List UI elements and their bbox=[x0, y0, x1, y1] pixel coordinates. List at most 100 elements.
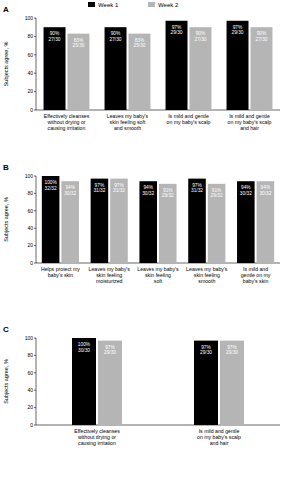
y-tick bbox=[34, 263, 36, 264]
x-tick-label-line: skin feeling soft bbox=[110, 119, 146, 125]
data-label-line: 97% bbox=[172, 25, 182, 30]
bar bbox=[159, 184, 177, 263]
bar bbox=[227, 21, 249, 110]
x-tick-label-line: gentle on my bbox=[241, 272, 271, 278]
panel-title: B bbox=[3, 163, 9, 172]
data-label-line: 27/30 bbox=[49, 37, 61, 42]
y-tick bbox=[34, 372, 36, 373]
x-tick-label-line: on my baby's scalp bbox=[167, 119, 211, 125]
bar bbox=[166, 21, 188, 110]
data-label: 90%27/30 bbox=[49, 31, 61, 42]
y-tick-label: 40 bbox=[27, 70, 33, 76]
x-tick-label: Is mild and gentleon my baby's scalp bbox=[167, 113, 211, 125]
data-label: 97%29/30 bbox=[232, 25, 244, 36]
data-label: 90%27/30 bbox=[110, 31, 122, 42]
x-tick-label: Leaves my baby'sskin feeling softand smo… bbox=[107, 113, 149, 131]
legend-swatch bbox=[88, 2, 95, 7]
data-label: 97%31/32 bbox=[113, 183, 125, 194]
data-label-line: 30/32 bbox=[142, 191, 154, 196]
data-label-line: 25/30 bbox=[72, 43, 84, 48]
x-tick-label-line: baby's skin bbox=[48, 272, 74, 278]
bar bbox=[42, 176, 60, 263]
data-label-line: 100% bbox=[78, 342, 91, 347]
y-tick bbox=[34, 338, 36, 339]
y-tick bbox=[34, 245, 36, 246]
x-tick-label-line: skin feeling bbox=[194, 272, 220, 278]
data-label-line: 27/30 bbox=[255, 37, 267, 42]
data-label-line: 97% bbox=[105, 345, 115, 350]
y-axis-label: Subjects agree, % bbox=[3, 359, 9, 404]
bar bbox=[68, 34, 90, 110]
y-axis-line bbox=[36, 176, 37, 263]
data-label-line: 27/30 bbox=[194, 37, 206, 42]
data-label-line: 29/30 bbox=[104, 350, 116, 355]
y-tick bbox=[34, 54, 36, 55]
x-tick-label: Leaves my baby'sskin feelingmoisturized bbox=[89, 266, 131, 284]
data-label-line: 31/32 bbox=[93, 188, 105, 193]
panel: CSubjects agree, %020406080100100%30/309… bbox=[3, 325, 280, 446]
data-label-line: 90% bbox=[50, 31, 60, 36]
data-label-line: 94% bbox=[241, 185, 251, 190]
x-tick-label-line: and smooth bbox=[114, 125, 141, 131]
data-label: 91%29/32 bbox=[162, 188, 174, 199]
data-label-line: 29/32 bbox=[211, 193, 223, 198]
legend-label: Week 1 bbox=[98, 2, 119, 8]
data-label-line: 94% bbox=[261, 185, 271, 190]
x-tick-label-line: Is mild and gentle bbox=[229, 113, 270, 119]
x-tick-label-line: moisturized bbox=[96, 278, 123, 284]
y-tick bbox=[34, 193, 36, 194]
panel: BSubjects agree, %020406080100100%32/329… bbox=[3, 163, 280, 284]
y-tick-label: 20 bbox=[27, 404, 33, 410]
data-label: 97%29/30 bbox=[226, 345, 238, 356]
x-tick-label: Leaves my baby'sskin feelingsoft bbox=[137, 266, 179, 284]
labels: 90%27/3083%25/3090%27/3083%25/3097%29/30… bbox=[49, 25, 268, 48]
bar bbox=[208, 184, 226, 263]
legend-label: Week 2 bbox=[158, 2, 179, 8]
data-label: 83%25/30 bbox=[133, 38, 145, 49]
data-label-line: 83% bbox=[74, 38, 84, 43]
data-label-line: 32/32 bbox=[45, 186, 57, 191]
y-tick-label: 100 bbox=[25, 15, 34, 21]
legend-item: Week 1 bbox=[88, 2, 119, 8]
y-tick-label: 80 bbox=[27, 352, 33, 358]
data-label-line: 94% bbox=[143, 185, 153, 190]
bar bbox=[105, 27, 127, 110]
x-tick-label-line: Leaves my baby's bbox=[137, 266, 179, 272]
data-label-line: 97% bbox=[233, 25, 243, 30]
bar bbox=[139, 181, 157, 263]
x-tick-label: Effectively cleanseswithout drying orcau… bbox=[44, 113, 90, 131]
y-tick-label: 40 bbox=[27, 387, 33, 393]
y-axis-line bbox=[36, 18, 37, 110]
data-label: 97%29/30 bbox=[200, 345, 212, 356]
y-tick bbox=[34, 228, 36, 229]
data-label: 91%29/32 bbox=[211, 188, 223, 199]
panel-title: C bbox=[3, 325, 9, 334]
data-label-line: 27/30 bbox=[110, 37, 122, 42]
x-tick-label-line: Leaves my baby's bbox=[186, 266, 228, 272]
y-tick-label: 100 bbox=[25, 173, 34, 179]
y-tick-label: 80 bbox=[27, 190, 33, 196]
data-label: 100%32/32 bbox=[44, 180, 57, 191]
x-tick-label-line: baby's skin bbox=[243, 278, 269, 284]
x-tick-label: Is mild and gentleon my baby's scalpand … bbox=[228, 113, 272, 131]
y-tick bbox=[34, 176, 36, 177]
data-label: 97%31/32 bbox=[93, 183, 105, 194]
bar bbox=[237, 181, 255, 263]
x-tick-label-line: Helps protect my bbox=[41, 266, 80, 272]
panel: ASubjects agree, %02040608010090%27/3083… bbox=[3, 2, 280, 132]
bar bbox=[251, 27, 273, 110]
y-tick-label: 20 bbox=[27, 242, 33, 248]
x-tick-label-line: on my baby's scalp bbox=[197, 434, 241, 440]
bar bbox=[61, 181, 79, 263]
legend-swatch bbox=[148, 2, 155, 7]
y-tick bbox=[34, 36, 36, 37]
data-label-line: 97% bbox=[227, 345, 237, 350]
data-label-line: 30/32 bbox=[240, 191, 252, 196]
labels: 100%30/3097%29/3097%29/3097%29/30 bbox=[78, 342, 238, 355]
bar bbox=[257, 181, 275, 263]
data-label-line: 30/30 bbox=[78, 348, 90, 353]
x-tick-label-line: skin feeling bbox=[145, 272, 171, 278]
x-tick-label-line: skin feeling bbox=[96, 272, 122, 278]
x-tick-label-line: without drying or bbox=[78, 434, 116, 440]
bar bbox=[188, 179, 206, 263]
